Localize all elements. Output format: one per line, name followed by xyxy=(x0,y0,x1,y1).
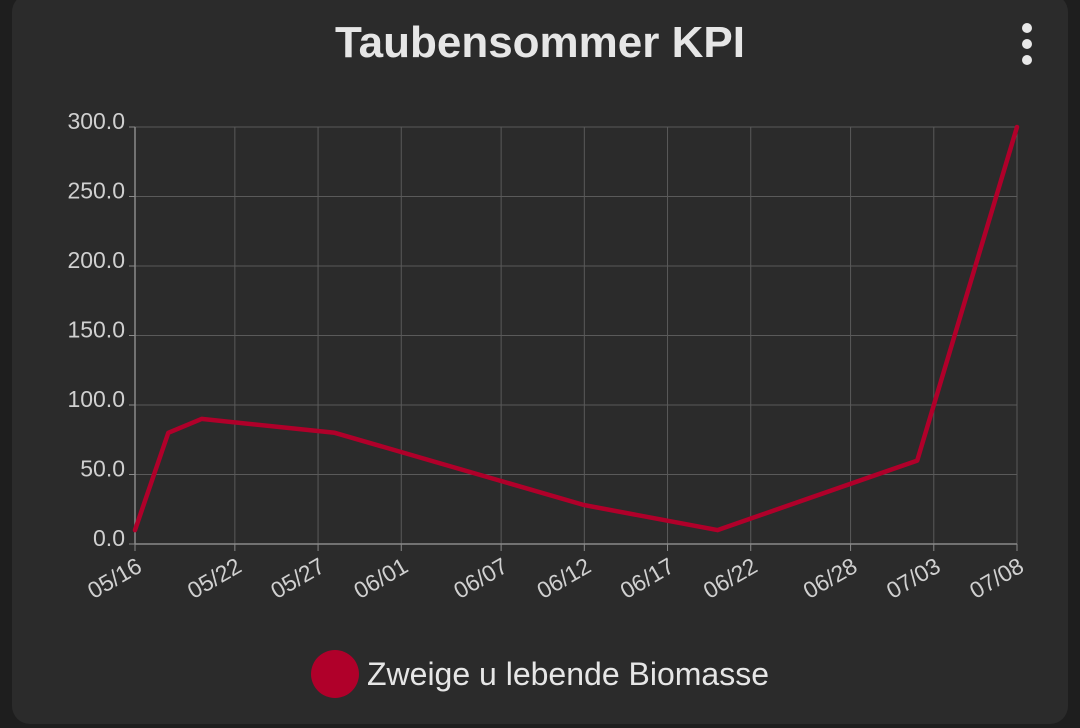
x-tick-label: 05/27 xyxy=(266,552,329,603)
chart-card: Taubensommer KPI xyxy=(12,0,1068,724)
y-tick-label: 0.0 xyxy=(93,525,125,551)
y-tick-label: 50.0 xyxy=(80,456,125,482)
y-tick-label: 300.0 xyxy=(67,108,125,134)
x-tick-label: 06/22 xyxy=(699,552,762,603)
chart-title: Taubensommer KPI xyxy=(335,18,745,67)
grid-lines xyxy=(134,126,1018,545)
y-tick-label: 250.0 xyxy=(67,178,125,204)
series-line xyxy=(132,124,1020,533)
x-tick-label: 06/01 xyxy=(349,552,412,603)
x-axis-tick-labels: 05/16 05/22 05/27 06/01 06/07 06/12 06/17 06/22… xyxy=(83,552,1028,603)
series-layer xyxy=(132,124,1020,533)
x-tick-label: 05/16 xyxy=(83,552,146,603)
y-tick-label: 100.0 xyxy=(67,386,125,412)
x-tick-label: 06/07 xyxy=(449,552,512,603)
x-tick-label: 07/08 xyxy=(965,552,1028,603)
legend-swatch xyxy=(310,650,359,698)
legend: Zweige u lebende Biomasse xyxy=(0,650,1080,698)
y-tick-label: 150.0 xyxy=(67,317,125,343)
legend-label[interactable]: Zweige u lebende Biomasse xyxy=(366,655,769,692)
x-tick-label: 06/17 xyxy=(616,552,679,603)
x-tick-label: 06/28 xyxy=(799,552,862,603)
y-axis-tick-labels: 0.0 50.0 100.0 150.0 200.0 250.0 300.0 xyxy=(67,108,125,551)
axes xyxy=(129,126,1018,551)
x-tick-label: 07/03 xyxy=(882,552,945,603)
y-tick-label: 200.0 xyxy=(67,247,125,273)
x-tick-label: 05/22 xyxy=(183,552,246,603)
x-tick-label: 06/12 xyxy=(532,552,595,603)
more-vertical-icon[interactable] xyxy=(1009,22,1045,66)
